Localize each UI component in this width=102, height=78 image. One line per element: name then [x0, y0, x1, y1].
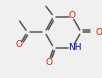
Text: O: O	[95, 28, 102, 37]
Text: O: O	[45, 58, 52, 67]
Text: O: O	[69, 11, 76, 20]
Text: NH: NH	[68, 43, 82, 52]
Text: O: O	[15, 40, 22, 49]
